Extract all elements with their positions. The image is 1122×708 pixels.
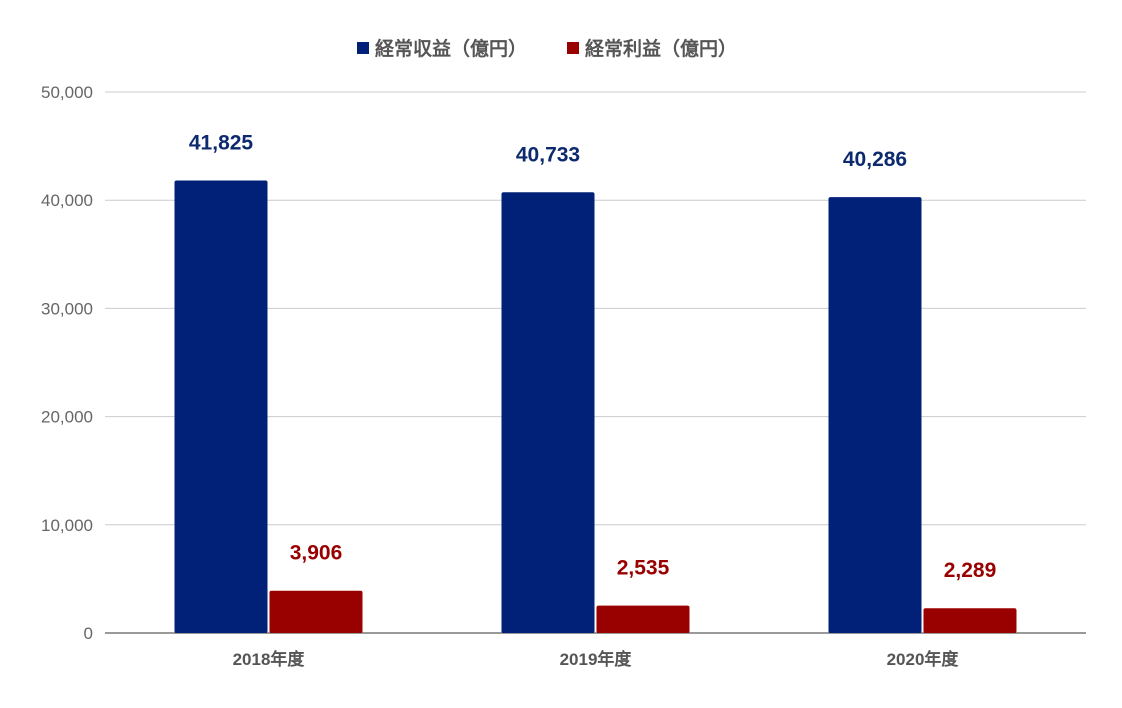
legend-swatch xyxy=(357,42,369,54)
y-axis-ticks: 0 10,000 20,000 30,000 40,000 50,000 xyxy=(41,83,93,643)
bars xyxy=(174,180,1017,634)
x-tick-label: 2020年度 xyxy=(887,649,960,669)
bar-profit-0 xyxy=(269,590,363,633)
data-label-profit-2: 2,289 xyxy=(944,559,997,582)
bar-revenue-1 xyxy=(501,192,595,634)
bar-profit-1 xyxy=(596,605,690,633)
x-axis-ticks: 2018年度 2019年度 2020年度 xyxy=(233,649,960,669)
legend-label: 経常利益（億円） xyxy=(585,37,737,60)
data-label-revenue-0: 41,825 xyxy=(189,131,254,154)
data-labels: 41,825 3,906 40,733 2,535 40,286 2,289 xyxy=(189,131,996,582)
y-tick-label: 20,000 xyxy=(41,408,93,427)
x-tick-label: 2019年度 xyxy=(560,649,633,669)
bar-profit-2 xyxy=(923,608,1017,633)
bar-revenue-2 xyxy=(828,197,922,634)
y-tick-label: 10,000 xyxy=(41,516,93,535)
data-label-revenue-2: 40,286 xyxy=(843,148,907,171)
y-tick-label: 30,000 xyxy=(41,299,93,318)
legend-swatch xyxy=(567,42,579,54)
data-label-profit-0: 3,906 xyxy=(290,542,343,565)
y-tick-label: 40,000 xyxy=(41,191,93,210)
legend: 経常収益（億円） 経常利益（億円） xyxy=(357,37,737,60)
bar-revenue-0 xyxy=(174,180,268,634)
data-label-revenue-1: 40,733 xyxy=(516,143,580,166)
legend-label: 経常収益（億円） xyxy=(375,37,527,60)
x-tick-label: 2018年度 xyxy=(233,649,306,669)
y-tick-label: 0 xyxy=(84,624,93,643)
y-tick-label: 50,000 xyxy=(41,83,93,102)
data-label-profit-1: 2,535 xyxy=(617,557,670,580)
gridlines xyxy=(105,91,1086,634)
